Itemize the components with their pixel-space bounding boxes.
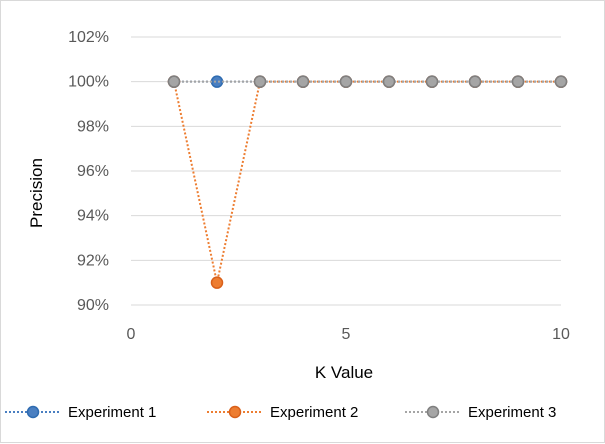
data-point	[253, 75, 267, 88]
y-tick-label: 100%	[68, 74, 109, 91]
legend-marker	[26, 405, 40, 419]
legend-label: Experiment 3	[468, 404, 556, 421]
data-point	[511, 75, 525, 88]
y-tick-label: 90%	[77, 297, 109, 314]
legend-label: Experiment 1	[68, 404, 156, 421]
data-point	[339, 75, 353, 88]
legend-marker	[426, 405, 440, 419]
y-tick-label: 96%	[77, 163, 109, 180]
legend-marker	[228, 405, 242, 419]
legend-item: Experiment 2	[207, 404, 358, 421]
data-point	[210, 276, 224, 289]
data-point	[382, 75, 396, 88]
y-tick-label: 92%	[77, 252, 109, 269]
y-axis-title: Precision	[27, 158, 46, 228]
x-axis-ticks: 0 5 10	[127, 326, 570, 343]
y-tick-label: 102%	[68, 29, 109, 46]
series-layer	[167, 75, 568, 289]
y-tick-label: 94%	[77, 208, 109, 225]
series-2	[167, 75, 568, 289]
data-point	[425, 75, 439, 88]
x-tick-label: 5	[342, 326, 351, 343]
legend-item: Experiment 1	[5, 404, 156, 421]
legend: Experiment 1 Experiment 2 Experiment 3	[5, 404, 556, 421]
y-axis-ticks: 90% 92% 94% 96% 98% 100% 102%	[68, 29, 109, 314]
data-point	[468, 75, 482, 88]
data-point	[296, 75, 310, 88]
x-tick-label: 0	[127, 326, 136, 343]
legend-label: Experiment 2	[270, 404, 358, 421]
data-point	[210, 75, 224, 88]
data-point	[554, 75, 568, 88]
data-point	[167, 75, 181, 88]
series-line	[173, 80, 561, 283]
y-tick-label: 98%	[77, 118, 109, 135]
x-axis-title: K Value	[315, 363, 373, 382]
legend-item: Experiment 3	[405, 404, 556, 421]
series-3	[167, 75, 568, 88]
x-tick-label: 10	[552, 326, 570, 343]
